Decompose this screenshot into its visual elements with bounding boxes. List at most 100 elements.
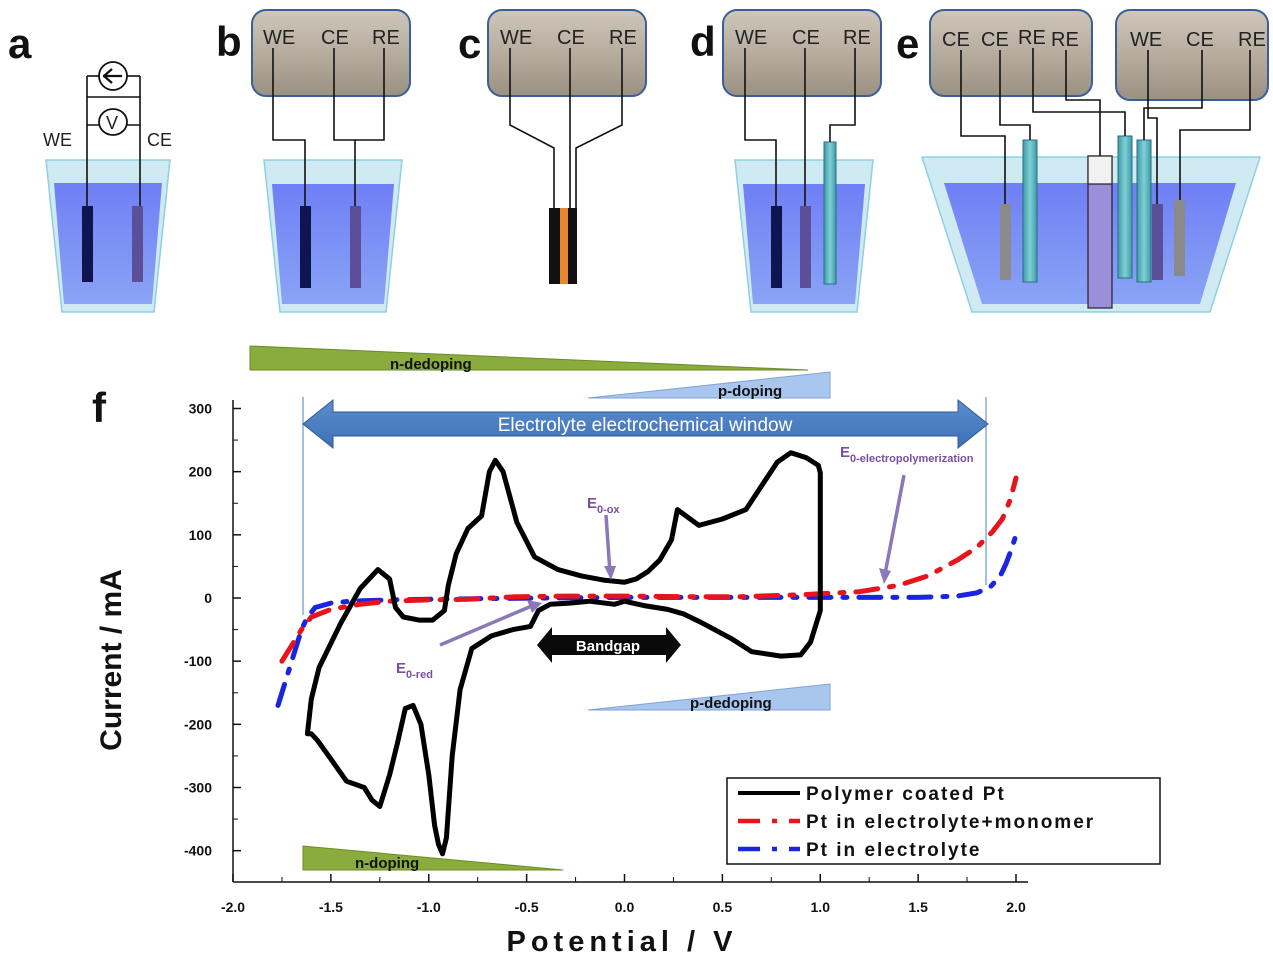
wire bbox=[1032, 48, 1126, 136]
window-label: Electrolyte electrochemical window bbox=[498, 415, 793, 436]
y-tick-label: 300 bbox=[189, 400, 213, 416]
panel-letter-a: a bbox=[8, 20, 32, 67]
reference-electrode bbox=[1117, 135, 1133, 279]
label-ce: CE bbox=[981, 29, 1009, 51]
label-ce: CE bbox=[1186, 29, 1214, 51]
label-ce: CE bbox=[942, 29, 970, 51]
legend-label-monomer: Pt in electrolyte+monomer bbox=[806, 812, 1095, 833]
e-ox-arrow-line bbox=[604, 514, 612, 574]
separator-top bbox=[1087, 155, 1113, 185]
label-ce: CE bbox=[147, 130, 172, 150]
y-tick-label: 200 bbox=[189, 464, 213, 480]
wire bbox=[1179, 50, 1251, 200]
e-red-arrow-head bbox=[527, 600, 542, 613]
label-ce: CE bbox=[321, 27, 349, 49]
y-tick-label: -300 bbox=[184, 780, 212, 796]
electrode-layer bbox=[560, 208, 568, 284]
bandgap-arrow bbox=[537, 627, 681, 663]
re-wire bbox=[355, 48, 385, 141]
series-pt-electrolyte-monomer bbox=[279, 475, 1019, 664]
working-electrode bbox=[300, 206, 311, 288]
re-wire bbox=[829, 48, 856, 142]
e-poly-label: E0-electropolymerization bbox=[840, 444, 974, 465]
label-we: WE bbox=[1130, 29, 1162, 51]
p-doping-label: p-doping bbox=[718, 383, 782, 400]
x-tick-label: 1.5 bbox=[908, 899, 928, 915]
label-we: WE bbox=[500, 27, 532, 49]
voltmeter-label: V bbox=[106, 113, 118, 133]
series-polymer-coated-pt bbox=[304, 450, 823, 857]
y-tick-label: -100 bbox=[184, 653, 212, 669]
label-re: RE bbox=[372, 27, 400, 49]
re-wire bbox=[575, 48, 623, 210]
panel-c: c WE CE RE bbox=[458, 9, 647, 284]
label-re: RE bbox=[609, 27, 637, 49]
working-electrode bbox=[1152, 204, 1163, 280]
x-ticks: -2.0 -1.5 -1.0 -0.5 0.0 0.5 1.0 1.5 2.0 bbox=[221, 874, 1026, 915]
panel-letter-b: b bbox=[216, 18, 242, 65]
panel-letter-d: d bbox=[690, 18, 716, 65]
counter-electrode bbox=[350, 206, 361, 288]
reference-electrode bbox=[823, 141, 837, 285]
label-ce: CE bbox=[792, 27, 820, 49]
wire bbox=[999, 50, 1031, 140]
n-dedoping-wedge bbox=[249, 345, 809, 371]
reference-electrode bbox=[1136, 139, 1152, 283]
panel-a: a V WE CE bbox=[8, 20, 172, 313]
y-ticks: 300 200 100 0 -100 -200 -300 -400 bbox=[184, 400, 241, 859]
y-tick-label: -200 bbox=[184, 716, 212, 732]
label-re: RE bbox=[843, 27, 871, 49]
x-axis-title: Potential / V bbox=[507, 926, 738, 958]
label-re: RE bbox=[1238, 29, 1266, 51]
label-we: WE bbox=[43, 130, 72, 150]
p-doping-wedge bbox=[587, 371, 831, 399]
legend: Polymer coated Pt Pt in electrolyte+mono… bbox=[726, 777, 1161, 865]
series-pt-electrolyte bbox=[275, 532, 1019, 708]
label-re: RE bbox=[1018, 27, 1046, 49]
n-dedoping-label: n-dedoping bbox=[390, 356, 472, 373]
e-red-label: E0-red bbox=[396, 660, 433, 681]
panel-letter-f: f bbox=[92, 384, 107, 431]
counter-electrode bbox=[1174, 200, 1185, 276]
e-red-arrow-line bbox=[439, 603, 535, 647]
series-group bbox=[275, 450, 1019, 857]
counter-electrode bbox=[800, 206, 811, 288]
n-doping-wedge bbox=[302, 845, 564, 871]
we-wire bbox=[272, 48, 306, 206]
electrolyte bbox=[272, 184, 394, 304]
ce-wire bbox=[333, 48, 356, 206]
x-tick-label: -0.5 bbox=[515, 899, 539, 915]
y-axis-title: Current / mA bbox=[95, 569, 128, 751]
we-wire bbox=[509, 48, 555, 210]
reference-electrode bbox=[1022, 139, 1038, 283]
e-poly-arrow-line bbox=[883, 474, 906, 575]
potentiostat-box bbox=[251, 9, 411, 97]
panel-b: b WE CE RE bbox=[216, 9, 411, 313]
legend-label-electrolyte: Pt in electrolyte bbox=[806, 840, 982, 861]
electrolyte bbox=[54, 183, 162, 304]
p-dedoping-wedge bbox=[587, 683, 831, 711]
x-tick-label: -1.5 bbox=[319, 899, 343, 915]
e-ox-label: E0-ox bbox=[587, 495, 621, 516]
working-electrode bbox=[771, 206, 782, 288]
x-tick-label: 1.0 bbox=[811, 899, 831, 915]
legend-label-polymer: Polymer coated Pt bbox=[806, 784, 1006, 805]
wire bbox=[1147, 50, 1158, 204]
wire bbox=[1143, 50, 1203, 140]
panel-f: f n-dedoping p-doping p-dedoping n-dopin… bbox=[92, 345, 1161, 958]
y-tick-label: 100 bbox=[189, 527, 213, 543]
label-ce: CE bbox=[557, 27, 585, 49]
wire bbox=[1065, 50, 1101, 156]
p-dedoping-label: p-dedoping bbox=[690, 695, 772, 712]
label-we: WE bbox=[735, 27, 767, 49]
counter-electrode bbox=[1000, 204, 1011, 280]
potentiostat-box-right bbox=[1115, 9, 1269, 101]
potentiostat-box bbox=[487, 9, 647, 97]
circuit-wire bbox=[86, 96, 141, 206]
potentiostat-box-left bbox=[929, 9, 1093, 97]
working-electrode bbox=[82, 206, 93, 282]
bandgap-label: Bandgap bbox=[576, 638, 640, 655]
potentiostat-box bbox=[722, 9, 882, 97]
x-tick-label: 0.0 bbox=[615, 899, 635, 915]
